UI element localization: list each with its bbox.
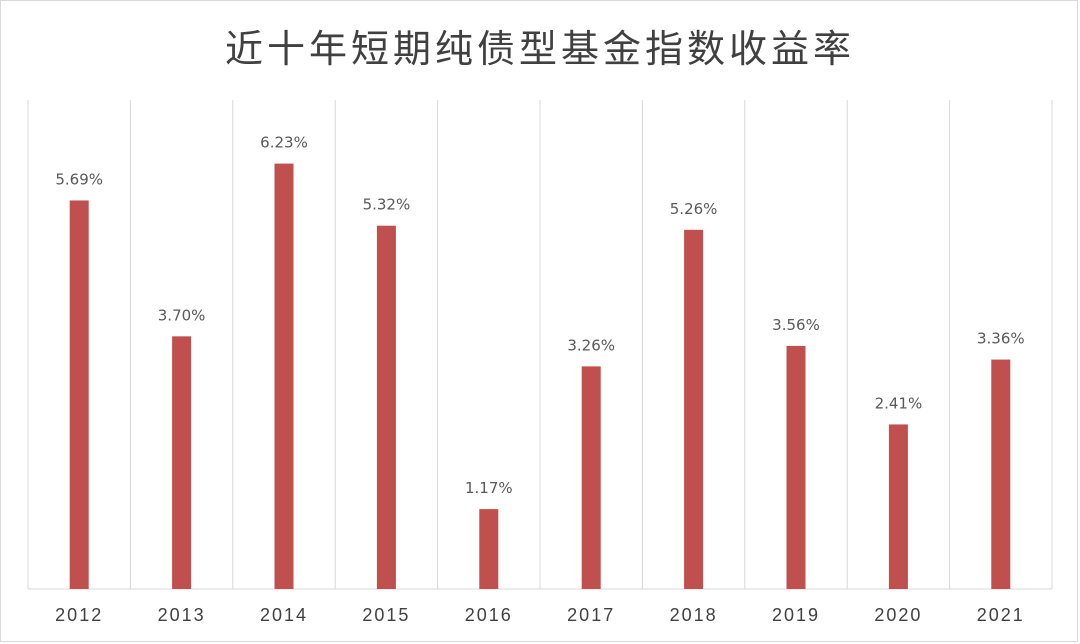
bar-2015: [376, 225, 396, 589]
data-label-2013: 3.70%: [158, 306, 206, 324]
data-label-2019: 3.56%: [772, 316, 820, 334]
bar-2013: [172, 336, 192, 589]
data-label-2020: 2.41%: [875, 394, 923, 412]
bar-2012: [69, 200, 89, 589]
x-tick-label-2018: 2018: [670, 605, 718, 625]
data-label-2012: 5.69%: [55, 170, 103, 188]
x-tick-label-2017: 2017: [567, 605, 615, 625]
data-label-2017: 3.26%: [567, 336, 615, 354]
data-label-2014: 6.23%: [260, 134, 308, 152]
bar-2016: [479, 509, 499, 589]
x-tick-label-2021: 2021: [977, 605, 1025, 625]
x-tick-label-2013: 2013: [158, 605, 206, 625]
bar-2021: [991, 359, 1011, 589]
bar-2020: [888, 424, 908, 589]
data-label-2018: 5.26%: [670, 200, 718, 218]
x-tick-label-2015: 2015: [362, 605, 410, 625]
bar-2017: [581, 366, 601, 589]
data-label-2016: 1.17%: [465, 479, 513, 497]
data-label-2021: 3.36%: [977, 330, 1025, 348]
x-tick-label-2016: 2016: [465, 605, 513, 625]
bar-2014: [274, 163, 294, 589]
x-tick-label-2020: 2020: [874, 605, 922, 625]
chart-title: 近十年短期纯债型基金指数收益率: [224, 27, 855, 71]
x-tick-label-2012: 2012: [55, 605, 103, 625]
x-tick-label-2014: 2014: [260, 605, 308, 625]
bar-2019: [786, 345, 806, 589]
data-label-2015: 5.32%: [363, 196, 411, 214]
bar-2018: [684, 229, 704, 589]
x-tick-label-2019: 2019: [772, 605, 820, 625]
